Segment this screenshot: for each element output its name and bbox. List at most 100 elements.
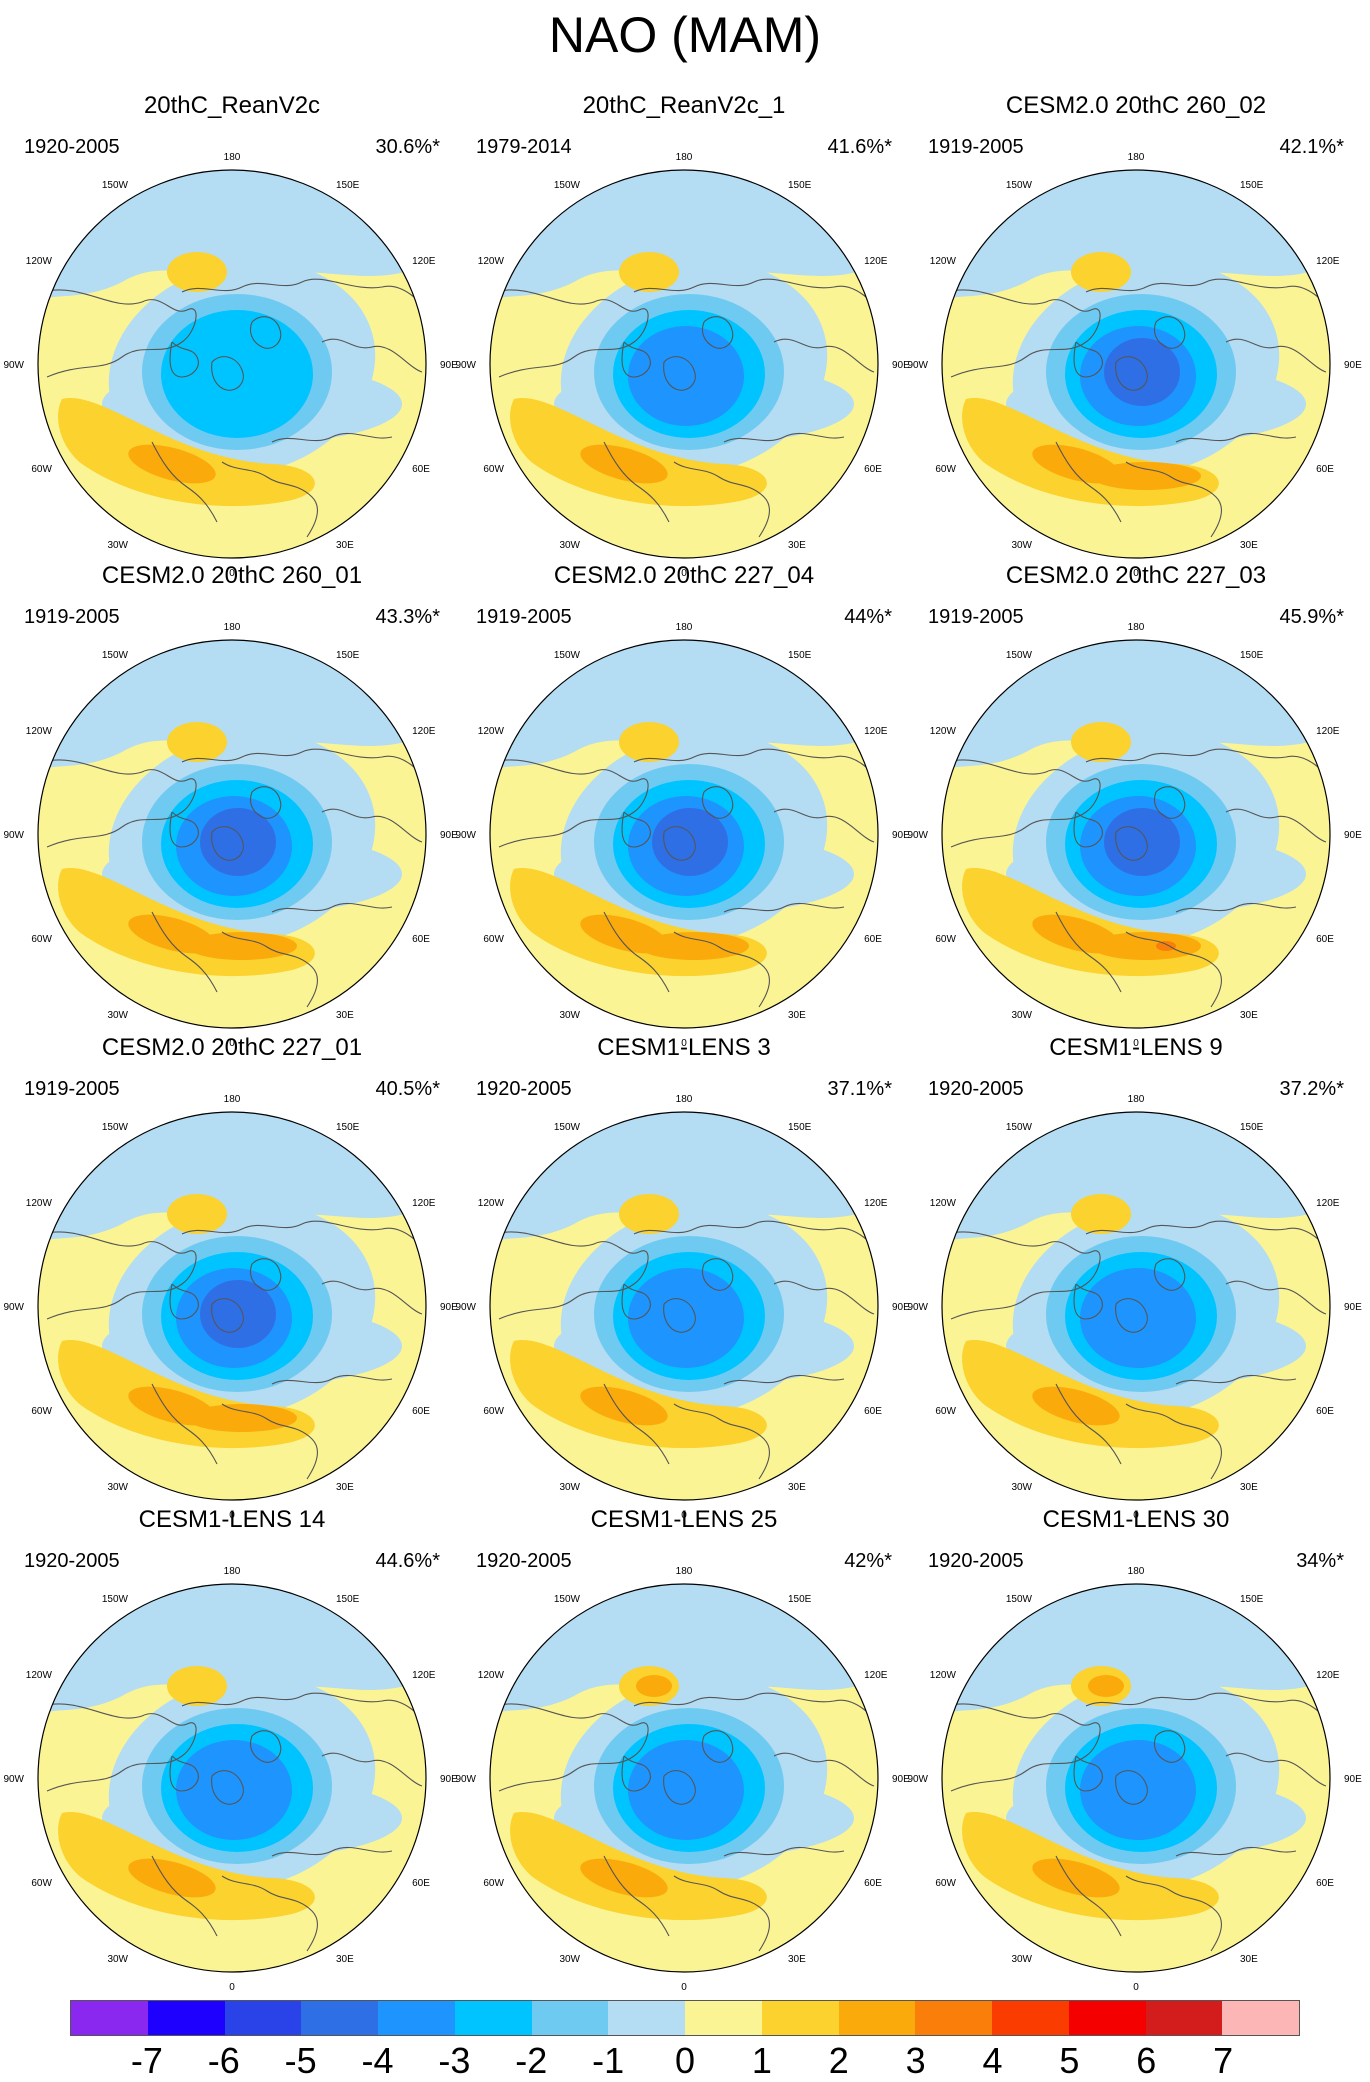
longitude-label: 150E [788,180,812,191]
colorbar-swatch [1222,2001,1299,2035]
polar-map: 180 150E 120E 90E 60E 30E 0 30W 60W 90W 120W 150W [907,1566,1362,1993]
longitude-label: 150W [1006,650,1033,661]
longitude-label: 150W [102,1122,129,1133]
longitude-label: 90E [440,830,458,841]
longitude-label: 60E [1316,1878,1334,1889]
longitude-label: 180 [1128,1566,1145,1577]
map-panel: CESM1-LENS 14 1920-2005 44.6%* 180 150E 120E 9… [3,1506,458,1993]
longitude-label: 60E [412,934,430,945]
polar-map: 180 150E 120E 90E 60E 30E 0 30W 60W 90W 120W 150W [455,622,910,1049]
longitude-label: 90W [907,360,928,371]
longitude-label: 120W [26,1670,53,1681]
longitude-label: 150E [336,1122,360,1133]
colorbar-swatch [685,2001,762,2035]
panel-title: CESM1-LENS 25 [590,1506,778,1533]
longitude-label: 30E [1240,1010,1258,1021]
longitude-label: 60W [935,464,956,475]
colorbar-swatch [915,2001,992,2035]
longitude-label: 120E [864,726,888,737]
longitude-label: 90W [907,830,928,841]
colorbar-label: 0 [674,2040,696,2081]
contour-field [942,170,1330,558]
contour-field [942,640,1330,1028]
panel-period: 1979-2014 [476,136,572,158]
longitude-label: 120E [1316,726,1340,737]
longitude-label: 120W [26,256,53,267]
longitude-label: 30W [559,540,580,551]
longitude-label: 120E [412,1670,436,1681]
longitude-label: 0 [681,568,687,579]
longitude-label: 120E [1316,1670,1340,1681]
longitude-label: 120E [412,1198,436,1209]
longitude-label: 60W [483,934,504,945]
longitude-label: 30E [336,540,354,551]
panel-title: CESM1-LENS 14 [138,1506,326,1533]
longitude-label: 150E [1240,180,1264,191]
map-panel: CESM1-LENS 25 1920-2005 42%* 180 150E 120E 90E… [455,1506,910,1993]
longitude-label: 90W [455,360,476,371]
longitude-label: 150W [102,180,129,191]
longitude-label: 90E [1344,360,1362,371]
longitude-label: 90E [1344,1774,1362,1785]
map-boundary [489,169,879,559]
panel-period: 1920-2005 [928,1550,1024,1572]
panel-title: CESM1-LENS 30 [1042,1506,1230,1533]
longitude-label: 60W [31,1878,52,1889]
polar-map: 180 150E 120E 90E 60E 30E 0 30W 60W 90W 120W 150W [3,1094,458,1521]
longitude-label: 150E [336,1594,360,1605]
longitude-label: 120E [864,256,888,267]
longitude-label: 120W [478,256,505,267]
longitude-label: 30W [1011,1954,1032,1965]
coastlines [493,1220,878,1480]
coastlines [945,278,1330,538]
colorbar-label: -2 [515,2040,548,2081]
longitude-label: 30W [1011,1482,1032,1493]
longitude-label: 30W [107,1010,128,1021]
longitude-label: 30E [336,1954,354,1965]
longitude-label: 120W [930,1670,957,1681]
longitude-label: 60W [935,934,956,945]
longitude-label: 30E [788,540,806,551]
longitude-label: 0 [681,1510,687,1521]
panel-variance-percent: 40.5%* [375,1078,441,1100]
panel-title: CESM2.0 20thC 260_02 [1005,92,1267,119]
coastlines [945,1220,1330,1480]
panel-title: CESM1-LENS 3 [597,1034,771,1061]
longitude-label: 150E [788,1594,812,1605]
longitude-label: 120W [930,256,957,267]
longitude-label: 90E [892,830,910,841]
longitude-label: 120E [412,726,436,737]
coastlines [945,1692,1330,1952]
longitude-label: 180 [224,622,241,633]
colorbar-swatch [531,2001,609,2035]
longitude-label: 60W [31,1406,52,1417]
panel-variance-percent: 42%* [844,1550,892,1572]
longitude-label: 30W [1011,540,1032,551]
longitude-label: 90W [3,360,24,371]
longitude-label: 60E [1316,1406,1334,1417]
longitude-label: 60W [483,1406,504,1417]
panel-variance-percent: 45.9%* [1279,606,1345,628]
panel-variance-percent: 44%* [844,606,892,628]
longitude-label: 90W [3,1302,24,1313]
coastlines [41,748,426,1008]
contour-field [38,1584,426,1972]
coastlines [493,748,878,1008]
colorbar-swatch [378,2001,455,2035]
colorbar-label: 1 [751,2040,772,2081]
longitude-label: 30W [559,1482,580,1493]
contour-field [942,1112,1330,1500]
panel-period: 1919-2005 [24,1078,120,1100]
polar-map: 180 150E 120E 90E 60E 30E 0 30W 60W 90W 120W 150W [455,1566,910,1993]
longitude-label: 0 [229,1038,235,1049]
map-boundary [489,639,879,1029]
colorbar-swatch [761,2001,839,2035]
coastlines [493,278,878,538]
longitude-label: 150W [554,180,581,191]
longitude-label: 60E [864,1406,882,1417]
panel-title: CESM2.0 20thC 260_01 [101,562,363,589]
map-panel: CESM2.0 20thC 227_01 1919-2005 40.5%* 180 15… [3,1034,458,1521]
longitude-label: 150E [788,650,812,661]
longitude-label: 30E [1240,1482,1258,1493]
map-boundary [941,639,1331,1029]
